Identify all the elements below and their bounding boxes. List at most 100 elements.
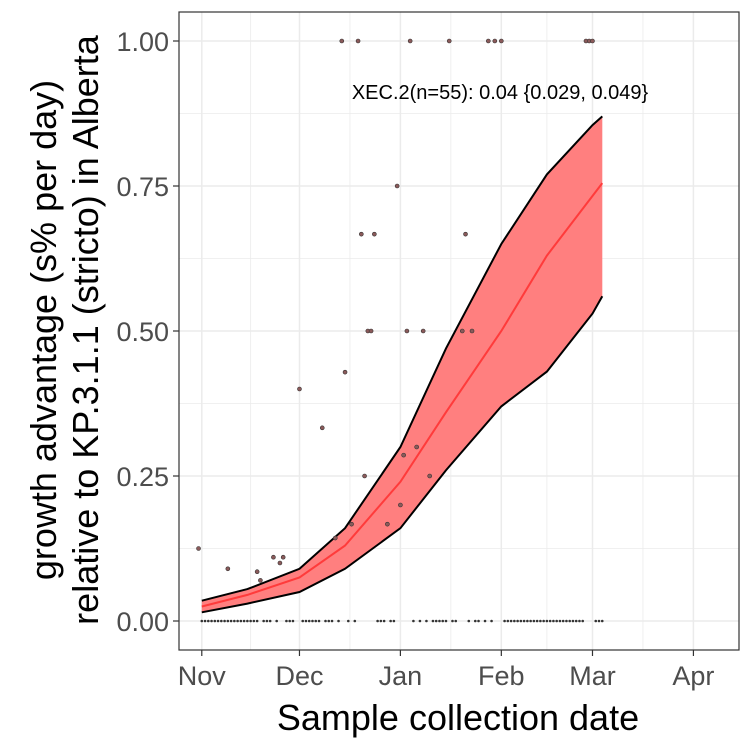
data-point (368, 328, 374, 334)
data-point-zero (252, 619, 256, 623)
data-point-zero (239, 619, 243, 623)
data-point-zero (353, 619, 357, 623)
data-point (280, 554, 286, 560)
data-point (446, 38, 452, 44)
data-point-zero (242, 619, 246, 623)
data-point-zero (467, 619, 471, 623)
data-point (196, 546, 201, 551)
data-point-zero (233, 619, 236, 623)
data-point-zero (288, 619, 291, 623)
data-point-zero (389, 619, 392, 623)
data-point-zero (578, 619, 581, 623)
data-point-zero (568, 619, 571, 623)
data-point (459, 328, 465, 334)
data-point-zero (249, 619, 252, 623)
data-point-zero (519, 619, 523, 623)
data-point-zero (314, 619, 318, 623)
data-point (499, 38, 504, 44)
y-tick-label: 0.50 (116, 317, 169, 347)
data-point (590, 38, 595, 44)
data-point (385, 521, 390, 527)
data-point-zero (392, 619, 396, 623)
y-axis-title-line1: growth advantage (s% per day) (23, 80, 64, 580)
data-point (420, 328, 426, 334)
data-point-zero (473, 619, 477, 623)
data-point (394, 183, 400, 189)
data-point (492, 38, 498, 44)
data-point-zero (581, 619, 585, 623)
data-point-zero (291, 619, 295, 623)
x-tick-label-feb: Feb (478, 661, 525, 691)
data-point-zero (571, 619, 575, 623)
data-point-zero (213, 619, 217, 623)
y-tick-label: 0.25 (116, 462, 169, 492)
data-point (427, 473, 432, 479)
data-point-zero (529, 619, 532, 623)
data-point (271, 554, 276, 560)
data-point-zero (317, 619, 321, 623)
data-point (332, 535, 338, 541)
upper-bound-line (201, 115, 603, 602)
data-point-zero (535, 619, 539, 623)
lower-bound-line (201, 295, 604, 614)
data-point (349, 521, 354, 527)
data-point-zero (301, 619, 305, 623)
data-point (319, 425, 325, 431)
data-point (277, 560, 283, 566)
data-point-zero (347, 619, 350, 623)
data-point-zero (203, 619, 207, 623)
data-point (339, 38, 345, 44)
data-point-zero (265, 619, 269, 623)
data-point (401, 452, 406, 458)
data-point (463, 231, 468, 237)
data-point-zero (503, 619, 506, 623)
data-point-zero (337, 619, 340, 623)
data-point-zero (600, 619, 604, 623)
data-point-zero (545, 619, 549, 623)
data-point-zero (376, 619, 379, 623)
x-tick-label-apr: Apr (672, 661, 714, 691)
data-point-zero (268, 619, 272, 623)
data-point-zero (565, 619, 568, 623)
data-point-zero (382, 619, 386, 623)
fit-line-group (201, 182, 604, 608)
data-point-zero (431, 619, 435, 623)
data-point-zero (542, 619, 545, 623)
data-point (254, 569, 260, 575)
data-point-zero (307, 619, 311, 623)
data-point-zero (597, 619, 601, 623)
data-point-zero (434, 619, 438, 623)
confidence-ribbon-group (201, 115, 604, 614)
data-point (359, 231, 364, 237)
data-point-zero (451, 619, 454, 623)
data-point (407, 38, 413, 44)
data-point-zero (311, 619, 314, 623)
x-tick-label-nov: Nov (178, 661, 227, 691)
data-point-zero (477, 619, 480, 623)
fit-line (201, 182, 604, 608)
data-point-zero (532, 619, 536, 623)
data-point-zero (330, 619, 334, 623)
data-point (342, 369, 348, 375)
data-point-zero (425, 619, 428, 623)
data-point-zero (438, 619, 441, 623)
x-tick-label-mar: Mar (569, 661, 616, 691)
data-point-zero (226, 619, 230, 623)
data-point-zero (516, 619, 519, 623)
data-point-zero (483, 619, 487, 623)
data-point-zero (561, 619, 565, 623)
data-point (398, 502, 403, 508)
data-point-zero (220, 619, 223, 623)
data-point-zero (539, 619, 542, 623)
data-point-zero (304, 619, 308, 623)
data-point-zero (441, 619, 445, 623)
data-point-zero (216, 619, 220, 623)
data-point-zero (223, 619, 226, 623)
data-point-zero (210, 619, 213, 623)
y-axis-title-line2: relative to KP.3.1.1 (stricto) in Albert… (65, 34, 106, 625)
data-point-zero (412, 619, 415, 623)
data-point (404, 328, 410, 334)
y-tick-label: 1.00 (116, 27, 169, 57)
data-point-zero (490, 619, 493, 623)
